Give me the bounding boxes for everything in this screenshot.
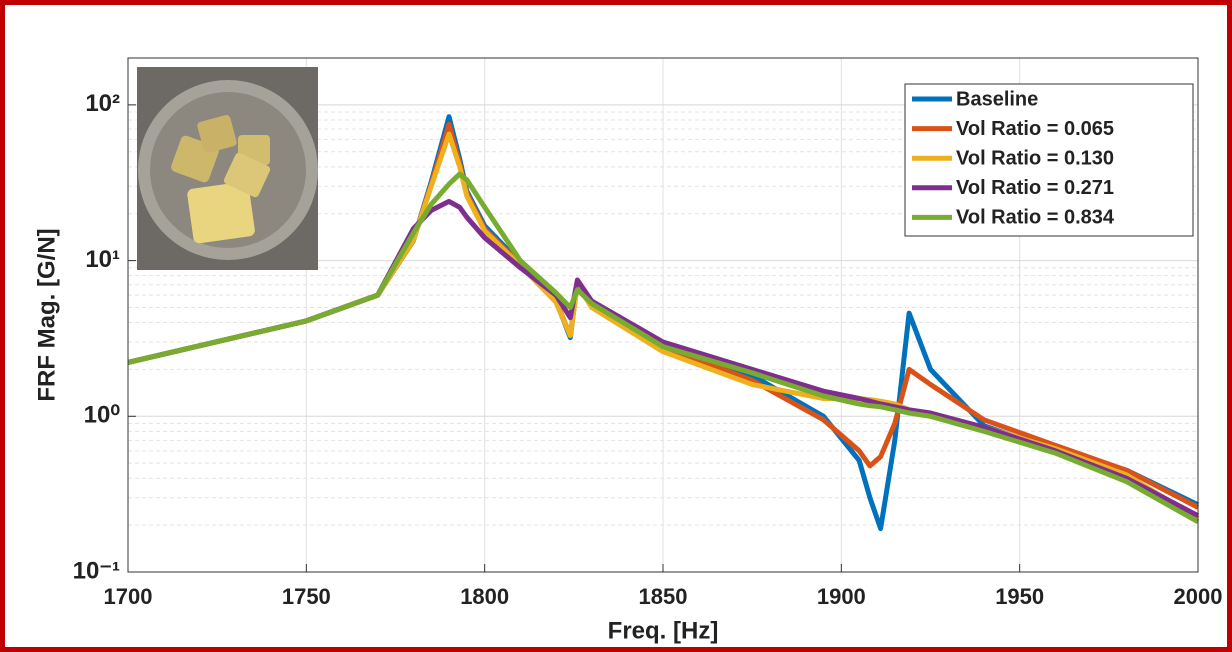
photo-foam — [223, 152, 271, 198]
x-axis-label: Freq. [Hz] — [608, 617, 719, 644]
legend-label: Vol Ratio = 0.130 — [956, 147, 1114, 169]
x-tick-label: 1800 — [460, 584, 509, 609]
lines — [127, 114, 1200, 532]
legend-box — [904, 83, 1194, 237]
legend-label: Vol Ratio = 0.834 — [956, 207, 1115, 229]
legend-label: Baseline — [956, 88, 1038, 110]
x-tick-label: 1950 — [995, 584, 1044, 609]
photo-pipe — [150, 92, 306, 248]
x-tick-label: 1700 — [104, 584, 153, 609]
photo-foam — [187, 181, 255, 244]
x-tick-label: 1850 — [639, 584, 688, 609]
series-line — [127, 171, 1200, 524]
photo-foam — [197, 115, 237, 153]
plot-frame — [127, 57, 1199, 573]
x-tick-label: 1900 — [817, 584, 866, 609]
inset-photo — [137, 67, 318, 270]
y-tick-label: 10² — [85, 90, 120, 117]
x-tick-label: 2000 — [1174, 584, 1223, 609]
y-tick-label: 10⁰ — [84, 402, 121, 429]
y-axis-label: FRF Mag. [G/N] — [33, 228, 60, 401]
legend: Baseline Vol Ratio = 0.065 Vol Ratio = 0.1… — [904, 83, 1194, 237]
y-tick-label: 10¹ — [85, 246, 120, 273]
x-tick-label: 1750 — [282, 584, 331, 609]
legend-label: Vol Ratio = 0.271 — [956, 177, 1114, 199]
legend-label: Vol Ratio = 0.065 — [956, 118, 1114, 140]
y-tick-label: 10⁻¹ — [73, 557, 120, 584]
